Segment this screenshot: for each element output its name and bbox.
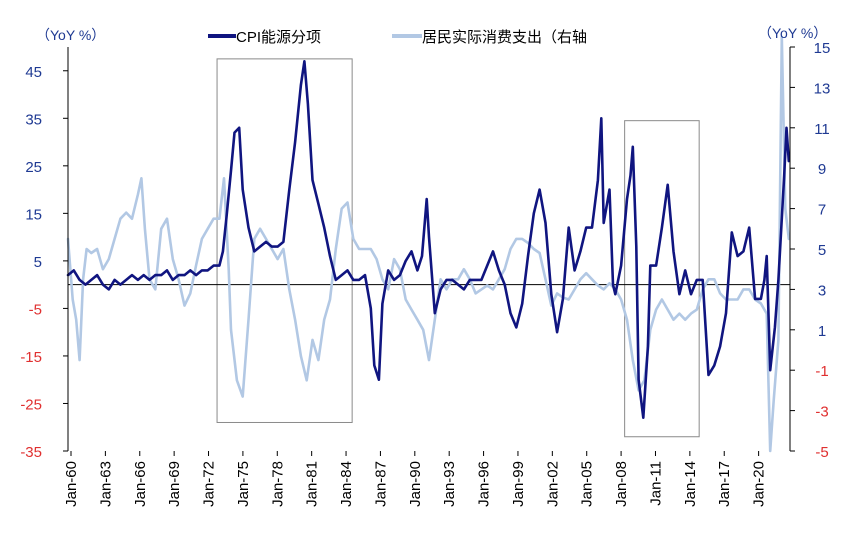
x-tick-label: Jan-99 [510,461,527,507]
x-tick-label: Jan-69 [166,461,183,507]
right-tick-label: -5 [815,444,828,461]
left-tick-label: -15 [20,349,42,366]
right-tick-label: 15 [814,40,831,57]
x-tick-label: Jan-87 [372,461,389,507]
x-tick-label: Jan-02 [544,461,561,507]
x-tick-label: Jan-20 [751,461,768,507]
left-tick-label: 5 [34,254,42,271]
x-tick-label: Jan-75 [235,461,252,507]
x-tick-label: Jan-78 [269,461,286,507]
right-tick-label: -1 [815,363,828,380]
right-tick-label: 5 [818,242,826,259]
left-tick-label: -35 [20,444,42,461]
legend-label-cpi-energy: CPI能源分项 [236,29,321,46]
left-tick-label: 15 [25,206,42,223]
left-tick-label: 35 [25,111,42,128]
right-tick-label: -3 [815,404,828,421]
right-tick-label: 9 [818,161,826,178]
x-tick-label: Jan-11 [647,461,664,506]
right-tick-label: 11 [814,121,830,138]
x-tick-label: Jan-17 [716,461,733,507]
right-axis-unit: （YoY %） [758,25,827,41]
x-tick-label: Jan-93 [441,461,458,507]
series-line-cpi-energy [66,60,791,419]
left-tick-label: 45 [25,64,42,81]
axes-group: 45 35 25 15 5 -5 -15 -25 -35 15 13 11 9 7 5 3 1 -1 -3 -5 Jan… [20,40,830,507]
x-tick-label: Jan-72 [201,461,218,507]
series-group [66,35,791,453]
x-tick-label: Jan-90 [407,461,424,507]
right-tick-label: 3 [818,282,826,299]
x-tick-label: Jan-05 [579,461,596,507]
x-tick-label: Jan-63 [97,461,114,507]
left-tick-label: 25 [25,159,42,176]
x-tick-label: Jan-60 [63,461,80,507]
legend-label-consumption: 居民实际消费支出（右轴 [422,29,587,46]
x-tick-label: Jan-08 [613,461,630,507]
left-tick-label: -25 [20,396,42,413]
x-tick-label: Jan-84 [338,461,355,507]
highlight-box-1 [216,58,353,423]
series-line-consumption [66,35,791,453]
x-tick-label: Jan-66 [132,461,149,507]
x-tick-label: Jan-96 [476,461,493,507]
x-tick-label: Jan-81 [304,461,321,507]
right-tick-label: 7 [818,202,826,219]
left-axis-unit: （YoY %） [36,27,105,43]
right-tick-label: 13 [814,80,831,97]
right-tick-label: 1 [818,323,826,340]
left-tick-label: -5 [29,301,42,318]
x-tick-label: Jan-14 [682,461,699,507]
legend: CPI能源分项 居民实际消费支出（右轴 [208,29,587,46]
